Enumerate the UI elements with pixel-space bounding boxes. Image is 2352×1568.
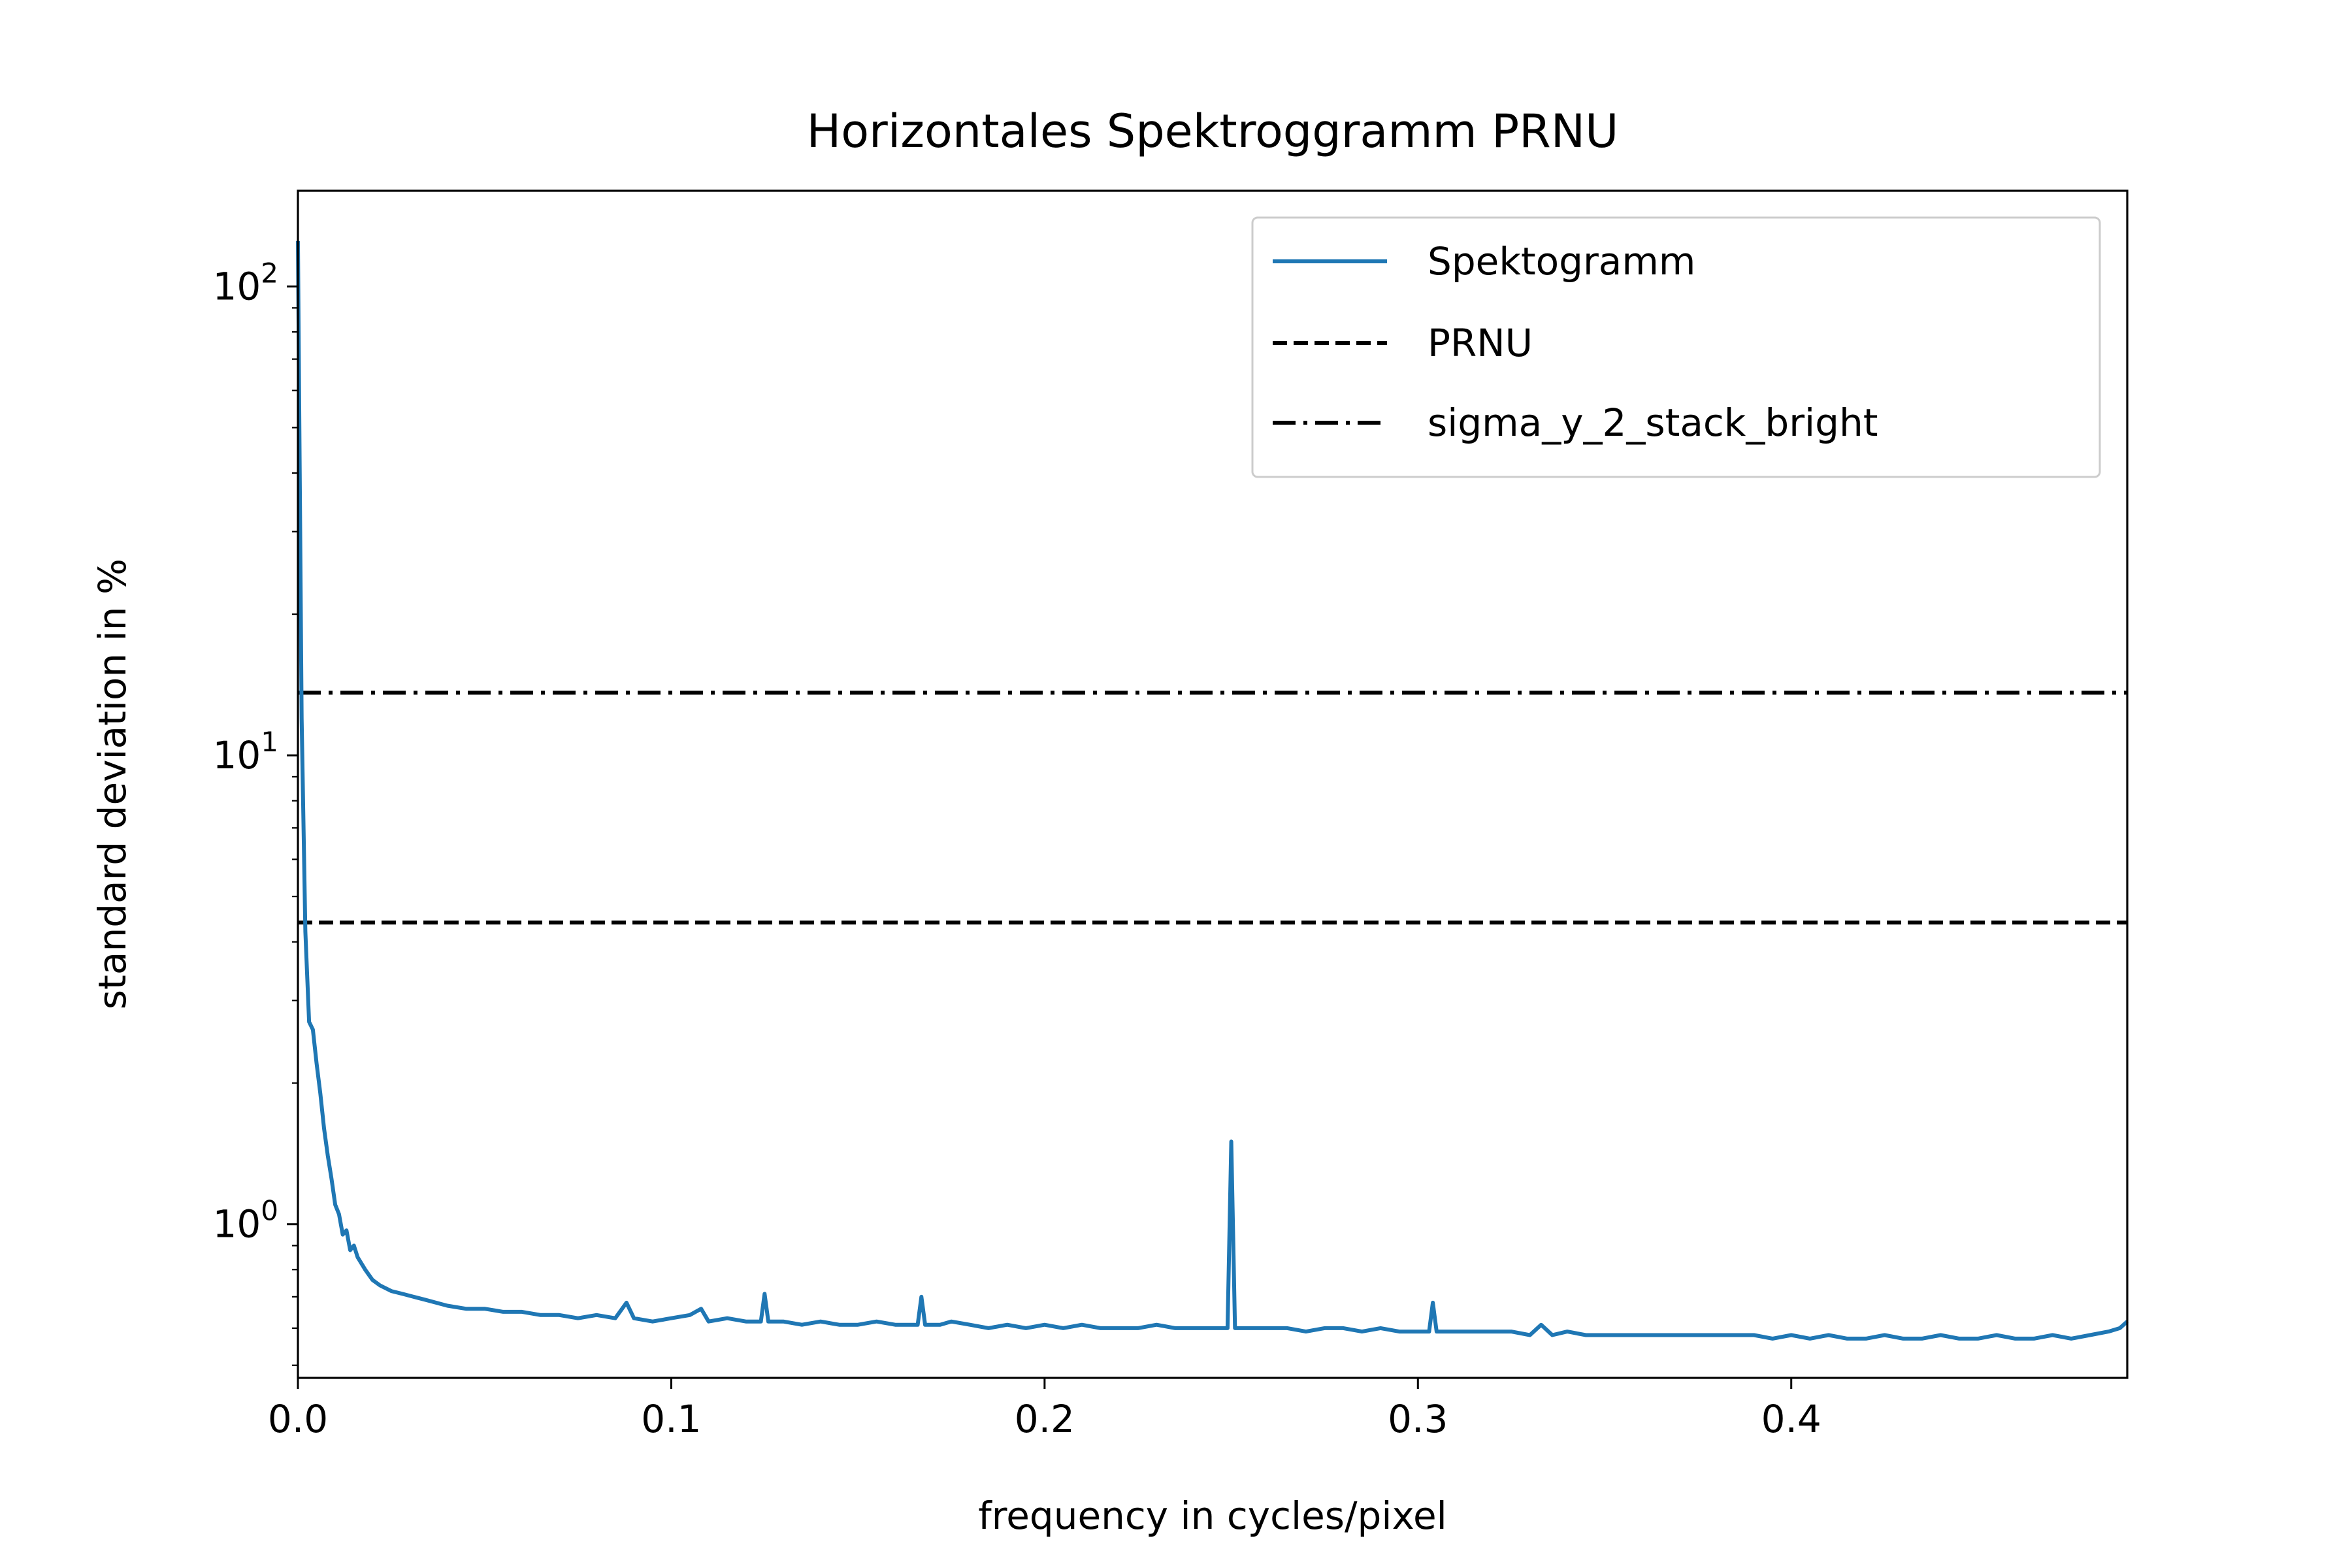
chart-title: Horizontales Spektroggramm PRNU (807, 105, 1619, 158)
x-tick-label: 0.3 (1388, 1397, 1448, 1441)
y-tick-label: 100 (212, 1195, 278, 1247)
y-axis: 100 101 102 (212, 257, 298, 1366)
x-axis: 0.0 0.1 0.2 0.3 0.4 (268, 1378, 1821, 1441)
x-tick-label: 0.1 (641, 1397, 701, 1441)
legend: Spektogramm PRNU sigma_y_2_stack_bright (1251, 216, 2101, 478)
plot-frame (297, 189, 2129, 1379)
x-axis-label: frequency in cycles/pixel (978, 1494, 1447, 1538)
legend-box (1251, 216, 2101, 478)
series-line-spektogramm (296, 240, 2129, 1341)
y-tick-label: 102 (212, 257, 278, 308)
legend-label-sigma: sigma_y_2_stack_bright (1428, 400, 1878, 445)
x-tick-label: 0.0 (268, 1397, 328, 1441)
x-tick-label: 0.2 (1015, 1397, 1075, 1441)
plot-content (296, 240, 2129, 1341)
legend-label-prnu: PRNU (1428, 321, 1533, 365)
legend-label-spektogramm: Spektogramm (1428, 239, 1695, 284)
y-axis-label: standard deviation in % (90, 559, 135, 1009)
y-tick-label: 101 (212, 726, 278, 777)
x-tick-label: 0.4 (1761, 1397, 1821, 1441)
